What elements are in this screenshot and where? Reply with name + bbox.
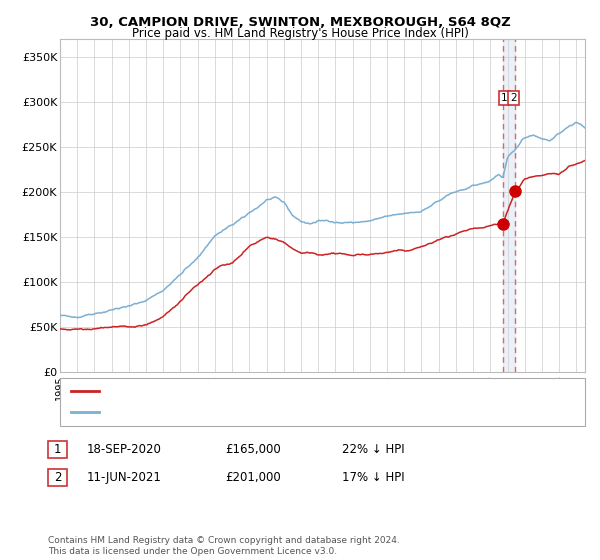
Text: £201,000: £201,000 (225, 470, 281, 484)
Text: £165,000: £165,000 (225, 442, 281, 456)
Text: 22% ↓ HPI: 22% ↓ HPI (342, 442, 404, 456)
Text: 1: 1 (54, 442, 61, 456)
Text: Contains HM Land Registry data © Crown copyright and database right 2024.
This d: Contains HM Land Registry data © Crown c… (48, 536, 400, 556)
Text: 17% ↓ HPI: 17% ↓ HPI (342, 470, 404, 484)
Text: 30, CAMPION DRIVE, SWINTON, MEXBOROUGH, S64 8QZ: 30, CAMPION DRIVE, SWINTON, MEXBOROUGH, … (89, 16, 511, 29)
Text: 1: 1 (502, 93, 508, 102)
Bar (503, 39, 515, 372)
Text: 30, CAMPION DRIVE, SWINTON, MEXBOROUGH, S64 8QZ (detached house): 30, CAMPION DRIVE, SWINTON, MEXBOROUGH, … (104, 386, 514, 396)
Text: 2: 2 (54, 470, 61, 484)
Text: 18-SEP-2020: 18-SEP-2020 (87, 442, 162, 456)
Text: HPI: Average price, detached house, Rotherham: HPI: Average price, detached house, Roth… (104, 407, 367, 417)
Text: Price paid vs. HM Land Registry's House Price Index (HPI): Price paid vs. HM Land Registry's House … (131, 27, 469, 40)
Text: 2: 2 (510, 93, 517, 102)
Text: 11-JUN-2021: 11-JUN-2021 (87, 470, 162, 484)
